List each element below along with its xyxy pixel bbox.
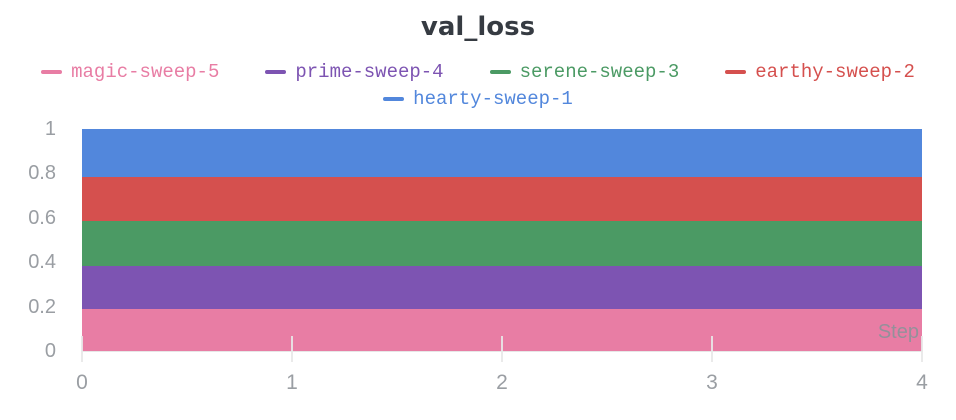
legend-item-serene-sweep-3[interactable]: serene-sweep-3: [489, 59, 680, 85]
legend-label: prime-sweep-4: [295, 61, 444, 83]
legend-item-earthy-sweep-2[interactable]: earthy-sweep-2: [725, 59, 915, 85]
plot-area: Step: [82, 129, 922, 351]
x-tick-mark: [291, 336, 293, 362]
chart-legend: magic-sweep-5 prime-sweep-4 serene-sweep-3…: [8, 59, 948, 112]
series-band-prime-sweep-4: [82, 265, 922, 309]
legend-label: serene-sweep-3: [519, 61, 680, 83]
y-tick-label: 0.2: [28, 295, 56, 318]
x-tick-mark: [711, 336, 713, 362]
legend-swatch-icon: [383, 97, 405, 101]
y-tick-label: 1: [44, 118, 56, 140]
chart-title: val_loss: [420, 12, 536, 42]
x-tick-mark: [81, 336, 83, 362]
legend-swatch-icon: [265, 70, 287, 74]
series-band-hearty-sweep-1: [82, 129, 922, 177]
legend-label: hearty-sweep-1: [413, 88, 573, 110]
x-tick-label: 0: [76, 371, 88, 394]
x-tick-mark: [501, 336, 503, 362]
y-tick-label: 0: [44, 340, 56, 362]
x-tick-label: 1: [286, 371, 298, 394]
legend-item-magic-sweep-5[interactable]: magic-sweep-5: [41, 59, 219, 85]
series-band-earthy-sweep-2: [82, 176, 922, 222]
x-tick-mark: [921, 336, 923, 362]
y-tick-label: 0.4: [28, 251, 56, 274]
x-tick-label: 4: [916, 371, 928, 394]
legend-label: magic-sweep-5: [71, 61, 220, 83]
x-tick-label: 2: [496, 371, 508, 394]
x-tick-label: 3: [706, 371, 718, 394]
x-axis-title: Step: [877, 321, 919, 343]
legend-label: earthy-sweep-2: [755, 61, 915, 83]
legend-swatch-icon: [489, 70, 511, 74]
legend-item-hearty-sweep-1[interactable]: hearty-sweep-1: [383, 86, 573, 112]
series-band-serene-sweep-3: [82, 221, 922, 266]
legend-swatch-icon: [41, 70, 63, 74]
legend-item-prime-sweep-4[interactable]: prime-sweep-4: [265, 59, 444, 85]
y-tick-label: 0.6: [28, 206, 56, 229]
y-tick-label: 0.8: [28, 162, 56, 185]
legend-swatch-icon: [725, 70, 747, 74]
